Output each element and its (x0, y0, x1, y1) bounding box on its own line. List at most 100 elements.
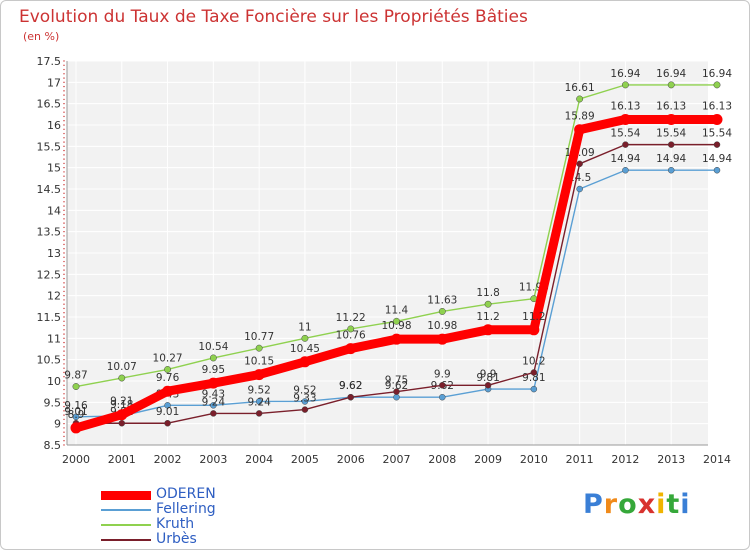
y-axis-minor-dot (63, 269, 65, 271)
y-axis-minor-dot (63, 435, 65, 438)
logo-letter: i (656, 489, 667, 520)
data-label-kruth: 16.94 (656, 68, 686, 80)
data-point-urbs (622, 141, 629, 148)
data-label-urbs: 15.54 (610, 128, 640, 140)
y-axis-minor-dot (63, 222, 65, 224)
data-point-urbs (439, 382, 446, 389)
y-axis-minor-dot (63, 68, 65, 71)
data-label-kruth: 11.63 (427, 294, 457, 306)
data-point-kruth (164, 366, 172, 373)
data-point-urbs (576, 160, 583, 168)
y-axis-minor-dot (63, 397, 65, 399)
y-tick-label: 11 (47, 332, 61, 345)
data-label-kruth: 11 (298, 321, 311, 333)
data-point-kruth (209, 354, 217, 362)
y-axis-minor-dot (63, 294, 65, 297)
y-axis-minor-dot (63, 312, 65, 314)
logo-letter: P (583, 489, 604, 520)
y-tick-label: 16.5 (37, 98, 62, 111)
y-axis-minor-dot (63, 324, 65, 327)
data-label-oderen: 9.21 (110, 396, 133, 408)
data-point-urbs (530, 369, 538, 376)
data-label-fellering: 14.94 (702, 153, 732, 165)
y-axis-minor-dot (63, 431, 65, 433)
y-axis-minor-dot (63, 316, 65, 318)
y-axis-minor-dot (63, 307, 65, 310)
x-tick-label: 2012 (611, 453, 639, 466)
y-axis-minor-dot (63, 175, 65, 177)
data-label-urbs: 9.24 (247, 396, 271, 408)
y-axis-minor-dot (63, 333, 65, 335)
data-point-kruth (393, 317, 400, 325)
y-axis-minor-dot (63, 401, 65, 404)
logo-letter: x (637, 489, 657, 520)
data-point-fellering (530, 385, 538, 393)
data-label-fellering: 9.52 (293, 384, 316, 396)
y-axis-minor-dot (63, 154, 65, 156)
y-axis-minor-dot (63, 286, 65, 288)
proxiti-logo: Proxiti (583, 489, 691, 520)
data-point-fellering (301, 398, 309, 405)
y-axis-minor-dot (63, 90, 65, 92)
y-axis-minor-dot (63, 141, 65, 143)
data-label-urbs: 10.2 (522, 355, 545, 367)
data-point-oderen (70, 422, 82, 434)
y-axis-minor-dot (63, 405, 65, 408)
data-point-urbs (164, 419, 171, 427)
data-label-kruth: 10.54 (198, 341, 228, 353)
data-label-kruth: 11.8 (476, 287, 499, 299)
y-axis-minor-dot (63, 299, 65, 301)
y-axis-minor-dot (63, 248, 65, 250)
y-axis-minor-dot (63, 239, 65, 241)
y-axis-minor-dot (63, 145, 65, 148)
y-axis-minor-dot (63, 81, 65, 84)
y-axis-minor-dot (63, 115, 65, 118)
y-axis-minor-dot (63, 350, 65, 352)
y-axis-minor-dot (63, 444, 65, 446)
legend-label-fellering: Fellering (156, 501, 216, 517)
y-axis-minor-dot (63, 162, 65, 165)
y-axis-minor-dot (63, 111, 65, 113)
data-point-fellering (713, 166, 721, 174)
y-axis-minor-dot (63, 273, 65, 276)
data-label-urbs: 9.62 (339, 380, 362, 392)
data-point-kruth (255, 344, 263, 352)
y-tick-label: 14 (47, 204, 61, 217)
data-point-urbs (484, 382, 492, 389)
y-axis-minor-dot (63, 410, 65, 412)
y-axis-minor-dot (63, 363, 65, 365)
y-axis-minor-dot (63, 303, 65, 305)
x-tick-label: 2011 (566, 453, 594, 466)
y-tick-label: 16 (47, 119, 61, 132)
data-point-kruth (438, 308, 446, 315)
y-axis-minor-dot (63, 418, 65, 421)
data-label-fellering: 9.81 (476, 372, 499, 384)
data-point-oderen (574, 124, 586, 136)
y-axis-minor-dot (63, 158, 65, 160)
chart-unit-label: (en %) (23, 30, 60, 43)
y-axis-minor-dot (63, 329, 65, 331)
y-axis-minor-dot (63, 124, 65, 126)
y-axis-minor-dot (63, 137, 65, 139)
y-axis-minor-dot (63, 60, 65, 62)
data-point-oderen (345, 343, 357, 355)
y-tick-label: 9 (54, 418, 61, 431)
y-tick-label: 13.5 (37, 226, 62, 239)
y-axis-minor-dot (63, 205, 65, 207)
legend-swatch-oderen (101, 490, 151, 500)
data-label-kruth: 11.4 (385, 304, 409, 316)
y-axis-minor-dot (63, 277, 65, 280)
y-axis-minor-dot (63, 213, 65, 216)
data-label-fellering: 14.94 (656, 153, 686, 165)
y-axis-minor-dot (63, 73, 65, 75)
data-label-kruth: 10.77 (244, 331, 274, 343)
y-axis-minor-dot (63, 102, 65, 105)
data-label-oderen: 8.9 (68, 409, 85, 421)
y-axis-minor-dot (63, 393, 65, 395)
data-point-fellering (164, 402, 171, 409)
y-axis-minor-dot (63, 256, 65, 258)
data-point-oderen (665, 113, 677, 125)
x-tick-label: 2003 (199, 453, 227, 466)
data-label-oderen: 9.76 (156, 372, 180, 384)
